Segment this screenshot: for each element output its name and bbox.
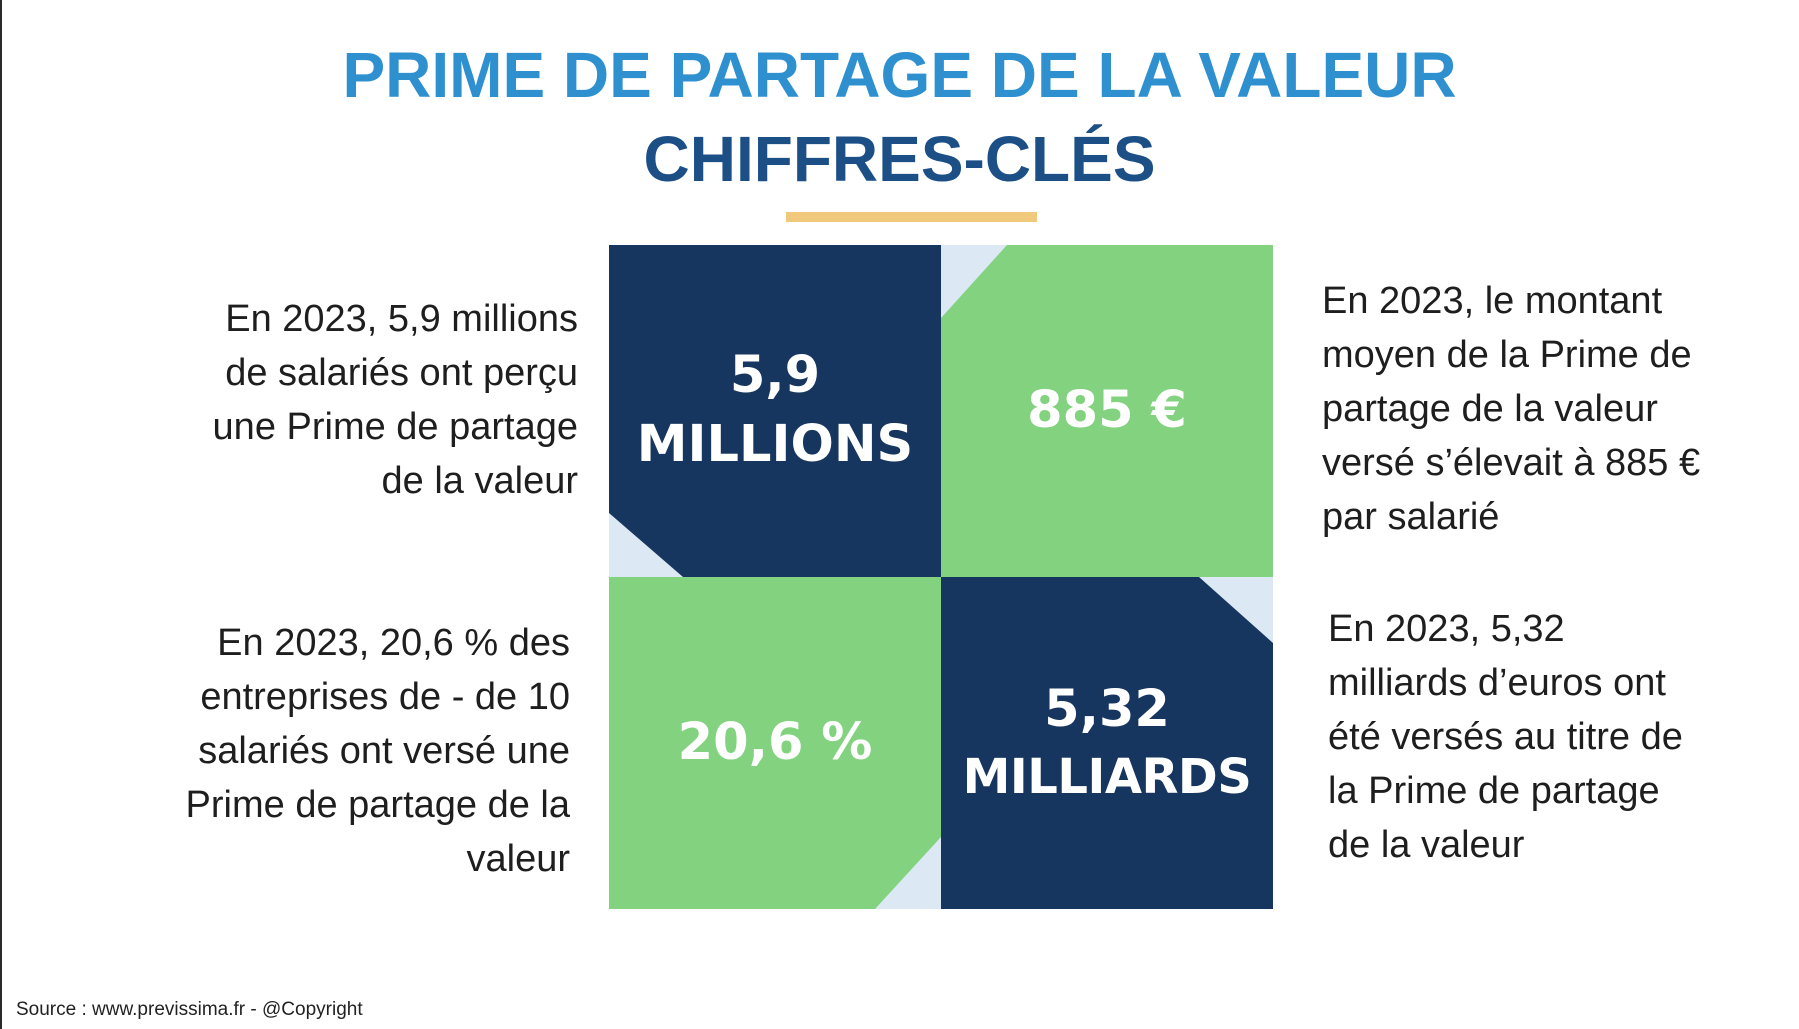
description-line: de la valeur [381, 460, 578, 502]
tile-employees: 5,9 MILLIONS [609, 245, 941, 577]
page-subtitle: CHIFFRES-CLÉS [643, 123, 1156, 195]
key-figures-grid: 5,9 MILLIONS 885 € 20,6 % 5,32 MILLIARDS [609, 245, 1273, 909]
description-average-amount: En 2023, le montant moyen de la Prime de… [1322, 274, 1700, 544]
description-line: par salarié [1322, 496, 1500, 538]
source-credit: Source : www.previssima.fr - @Copyright [16, 999, 363, 1020]
description-line: salariés ont versé une [198, 730, 570, 772]
tile-total-paid: 5,32 MILLIARDS [941, 577, 1273, 909]
tile-unit: MILLIARDS [962, 749, 1252, 806]
tile-corner-triangle [609, 513, 683, 577]
description-line: été versés au titre de [1328, 716, 1683, 758]
description-line: de salariés ont perçu [225, 352, 578, 394]
description-line: la Prime de partage [1328, 770, 1660, 812]
description-line: En 2023, 5,32 [1328, 608, 1565, 650]
description-line: entreprises de - de 10 [200, 676, 570, 718]
description-employees: En 2023, 5,9 millions de salariés ont pe… [213, 292, 578, 508]
description-line: En 2023, le montant [1322, 280, 1663, 322]
description-line: partage de la valeur [1322, 388, 1658, 430]
description-line: En 2023, 5,9 millions [225, 298, 578, 340]
description-line: une Prime de partage [212, 406, 578, 448]
description-line: de la valeur [1328, 824, 1525, 866]
tile-value: 885 € [1027, 380, 1187, 440]
description-total-paid: En 2023, 5,32 milliards d’euros ont été … [1328, 602, 1683, 872]
tile-corner-triangle [941, 245, 1007, 318]
tile-value: 20,6 % [677, 712, 873, 772]
tile-average-amount: 885 € [941, 245, 1273, 577]
description-line: En 2023, 20,6 % des [217, 622, 570, 664]
tile-value: 5,9 [729, 346, 821, 406]
description-line: Prime de partage de la [185, 784, 570, 826]
tile-value: 5,32 [1044, 680, 1170, 740]
page-title: PRIME DE PARTAGE DE LA VALEUR [342, 39, 1457, 111]
description-line: versé s’élevait à 885 € [1322, 442, 1701, 484]
tile-unit: MILLIONS [636, 415, 914, 474]
tile-corner-triangle [1199, 577, 1273, 643]
tile-corner-triangle [875, 837, 941, 909]
description-line: valeur [466, 838, 571, 880]
description-line: milliards d’euros ont [1328, 662, 1666, 704]
description-line: moyen de la Prime de [1322, 334, 1692, 376]
page-left-border [0, 0, 2, 1029]
tile-small-companies: 20,6 % [609, 577, 941, 909]
title-accent-bar [786, 212, 1037, 222]
description-small-companies: En 2023, 20,6 % des entreprises de - de … [186, 616, 570, 886]
